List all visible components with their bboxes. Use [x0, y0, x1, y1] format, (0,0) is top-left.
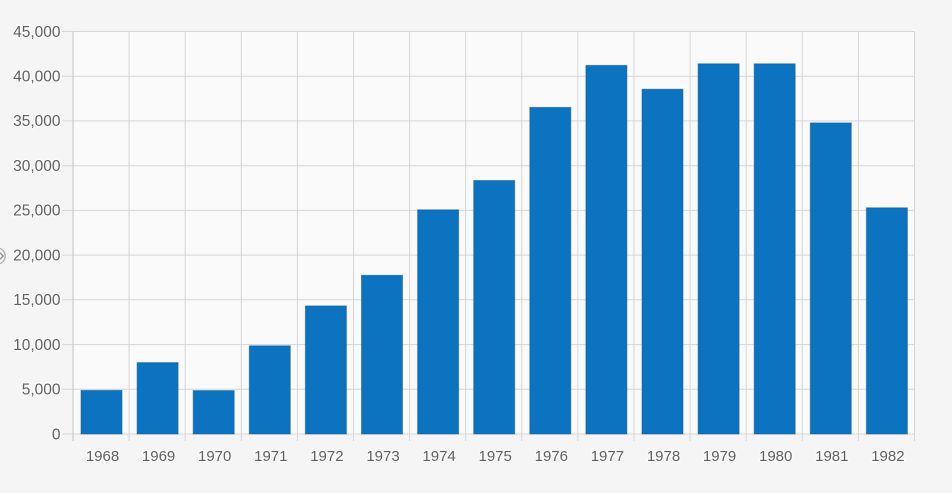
svg-text:25,000: 25,000 — [13, 203, 61, 220]
svg-text:30,000: 30,000 — [13, 158, 61, 175]
svg-text:45,000: 45,000 — [13, 24, 61, 41]
svg-text:1979: 1979 — [703, 448, 736, 465]
svg-text:1968: 1968 — [86, 448, 119, 465]
svg-text:1972: 1972 — [310, 448, 343, 465]
svg-text:1974: 1974 — [422, 448, 455, 465]
svg-text:1975: 1975 — [479, 448, 512, 465]
svg-text:15,000: 15,000 — [13, 292, 61, 309]
svg-text:5,000: 5,000 — [22, 382, 61, 399]
svg-text:10,000: 10,000 — [13, 337, 61, 354]
svg-text:1976: 1976 — [535, 448, 568, 465]
svg-text:1970: 1970 — [198, 448, 231, 465]
svg-text:1980: 1980 — [759, 448, 792, 465]
svg-text:1969: 1969 — [142, 448, 175, 465]
svg-text:1982: 1982 — [871, 448, 904, 465]
svg-text:1973: 1973 — [366, 448, 399, 465]
svg-text:35,000: 35,000 — [13, 113, 61, 130]
svg-text:1971: 1971 — [254, 448, 287, 465]
svg-text:0: 0 — [52, 426, 61, 443]
svg-text:1981: 1981 — [815, 448, 848, 465]
svg-text:1978: 1978 — [647, 448, 680, 465]
svg-text:1977: 1977 — [591, 448, 624, 465]
svg-text:20,000: 20,000 — [13, 247, 61, 264]
svg-text:40,000: 40,000 — [13, 69, 61, 86]
